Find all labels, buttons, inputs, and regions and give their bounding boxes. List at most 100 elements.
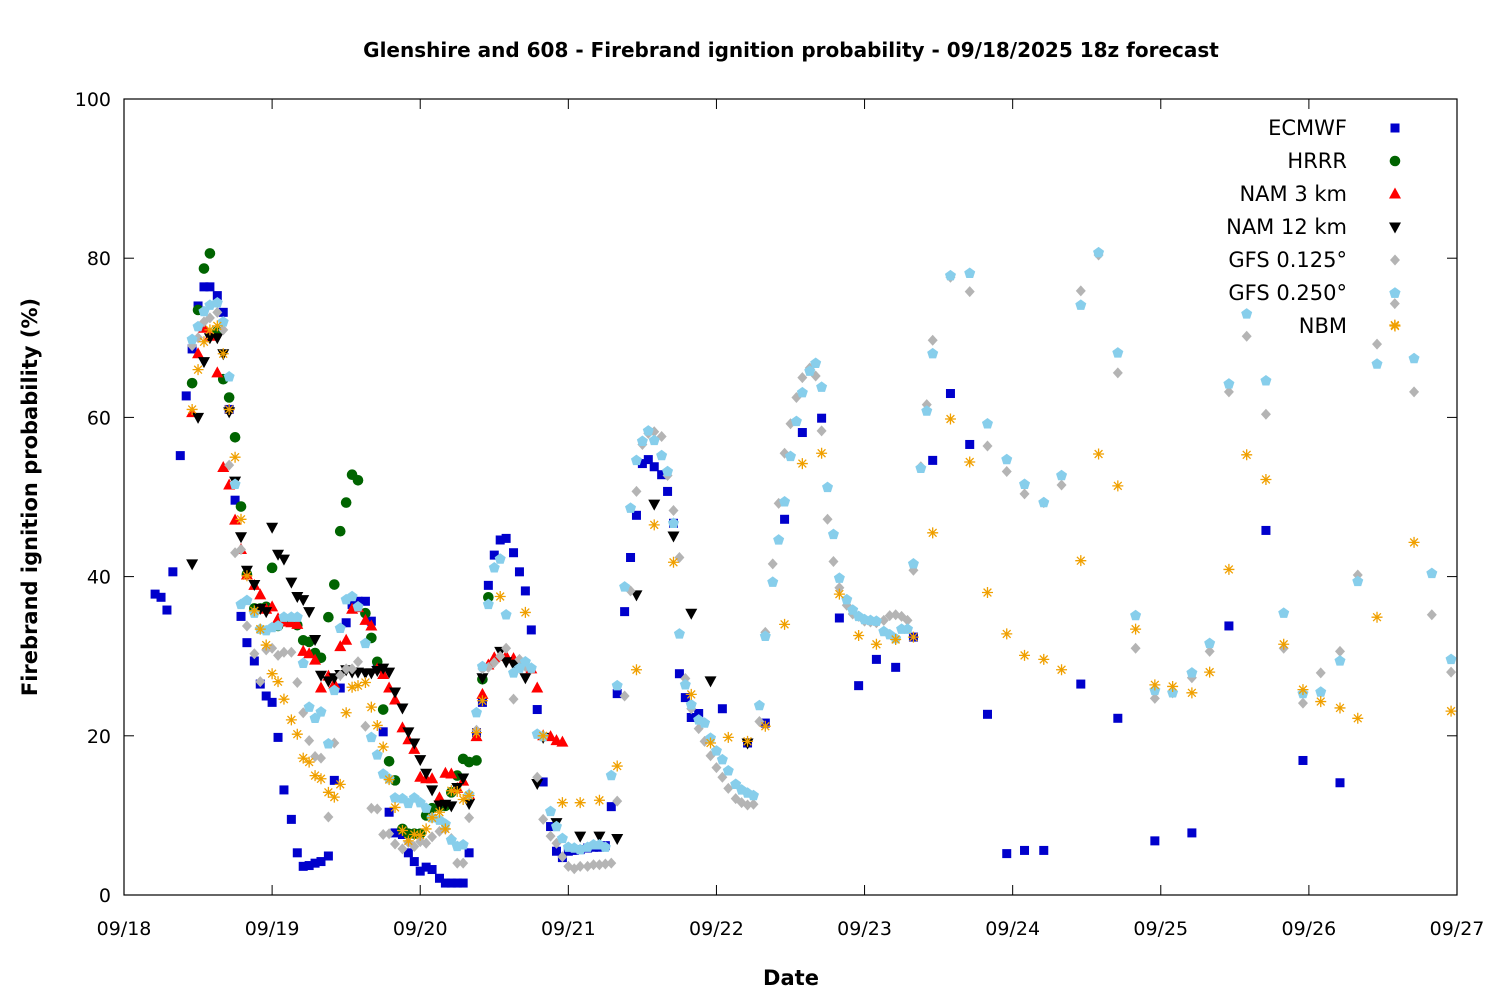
data-point bbox=[730, 778, 742, 790]
legend-label: GFS 0.125° bbox=[1228, 248, 1347, 272]
data-point bbox=[574, 797, 586, 809]
data-point bbox=[254, 588, 267, 600]
data-point bbox=[927, 527, 939, 539]
data-point bbox=[685, 608, 698, 620]
data-point bbox=[297, 657, 309, 669]
data-point bbox=[241, 570, 253, 582]
data-point bbox=[790, 415, 802, 427]
legend-item: ECMWF bbox=[1268, 116, 1400, 140]
data-point bbox=[403, 848, 413, 858]
data-point bbox=[415, 866, 425, 876]
data-point bbox=[1001, 466, 1012, 478]
data-point bbox=[397, 843, 408, 855]
data-point bbox=[797, 372, 808, 384]
data-point bbox=[266, 562, 278, 574]
data-point bbox=[211, 296, 223, 308]
data-point bbox=[420, 802, 432, 813]
data-point bbox=[1039, 845, 1049, 855]
data-point bbox=[1409, 386, 1420, 398]
data-point bbox=[1130, 623, 1142, 635]
data-point bbox=[278, 611, 290, 622]
data-point bbox=[1149, 679, 1161, 691]
legend-marker bbox=[1390, 123, 1400, 133]
data-point bbox=[452, 878, 462, 888]
x-tick-label: 09/18 bbox=[97, 918, 152, 940]
data-point bbox=[402, 727, 415, 739]
data-point bbox=[519, 606, 531, 618]
data-point bbox=[1446, 666, 1457, 678]
data-point bbox=[1223, 563, 1235, 575]
data-point bbox=[235, 501, 247, 512]
data-point bbox=[1056, 479, 1067, 491]
data-point bbox=[335, 669, 346, 681]
data-point bbox=[408, 738, 421, 750]
data-point bbox=[500, 609, 512, 620]
data-point bbox=[1001, 453, 1013, 465]
data-point bbox=[1261, 525, 1271, 535]
data-point bbox=[303, 701, 315, 712]
data-point bbox=[717, 704, 727, 714]
data-point bbox=[667, 531, 680, 543]
data-point bbox=[716, 753, 728, 765]
data-point bbox=[340, 497, 352, 508]
data-point bbox=[784, 450, 797, 462]
data-point bbox=[291, 617, 304, 629]
data-point bbox=[359, 676, 371, 688]
data-point bbox=[870, 638, 882, 650]
data-point bbox=[323, 811, 334, 823]
data-point bbox=[186, 403, 198, 415]
data-point bbox=[648, 519, 660, 531]
data-point bbox=[309, 770, 321, 782]
data-point bbox=[606, 857, 617, 869]
data-point bbox=[427, 831, 438, 843]
data-point bbox=[291, 611, 303, 622]
data-point bbox=[822, 481, 834, 493]
x-axis-title: Date bbox=[763, 966, 819, 990]
data-point bbox=[551, 846, 561, 856]
data-point bbox=[414, 829, 426, 841]
data-point bbox=[574, 831, 587, 843]
data-point bbox=[377, 704, 389, 715]
data-point bbox=[192, 347, 205, 359]
data-point bbox=[426, 812, 438, 824]
data-point bbox=[1019, 649, 1031, 661]
legend-marker bbox=[1389, 287, 1401, 298]
data-point bbox=[685, 698, 697, 710]
data-point bbox=[631, 485, 642, 497]
data-point bbox=[217, 348, 229, 360]
data-point bbox=[229, 451, 241, 463]
data-point bbox=[433, 806, 445, 818]
data-point bbox=[396, 825, 408, 837]
data-point bbox=[637, 459, 647, 469]
data-point bbox=[662, 465, 674, 477]
data-point bbox=[285, 577, 298, 589]
data-point bbox=[1445, 705, 1457, 717]
data-point bbox=[340, 707, 352, 719]
data-point bbox=[593, 794, 605, 806]
data-point bbox=[673, 628, 685, 639]
data-point bbox=[457, 793, 469, 805]
x-tick-label: 09/19 bbox=[245, 918, 300, 940]
x-tick-label: 09/20 bbox=[393, 918, 448, 940]
legend-label: HRRR bbox=[1287, 149, 1347, 173]
data-point bbox=[420, 823, 432, 835]
data-point bbox=[483, 580, 493, 590]
data-point bbox=[544, 730, 557, 742]
data-point bbox=[1241, 449, 1253, 461]
data-point bbox=[685, 688, 697, 700]
legend: ECMWF HRRR NAM 3 km NAM 12 km GFS 0.125° GFS … bbox=[1226, 116, 1401, 338]
data-point bbox=[907, 558, 919, 569]
data-point bbox=[304, 861, 314, 871]
data-point bbox=[464, 848, 474, 858]
data-point bbox=[1204, 645, 1215, 657]
data-point bbox=[371, 749, 383, 760]
legend-label: NBM bbox=[1299, 314, 1347, 338]
data-point bbox=[298, 861, 308, 871]
data-point bbox=[488, 562, 500, 573]
data-point bbox=[1334, 702, 1346, 714]
data-point bbox=[705, 737, 717, 749]
data-point bbox=[1241, 330, 1252, 342]
data-point bbox=[346, 590, 358, 602]
data-point bbox=[538, 777, 548, 787]
y-tick-label: 20 bbox=[87, 726, 111, 748]
